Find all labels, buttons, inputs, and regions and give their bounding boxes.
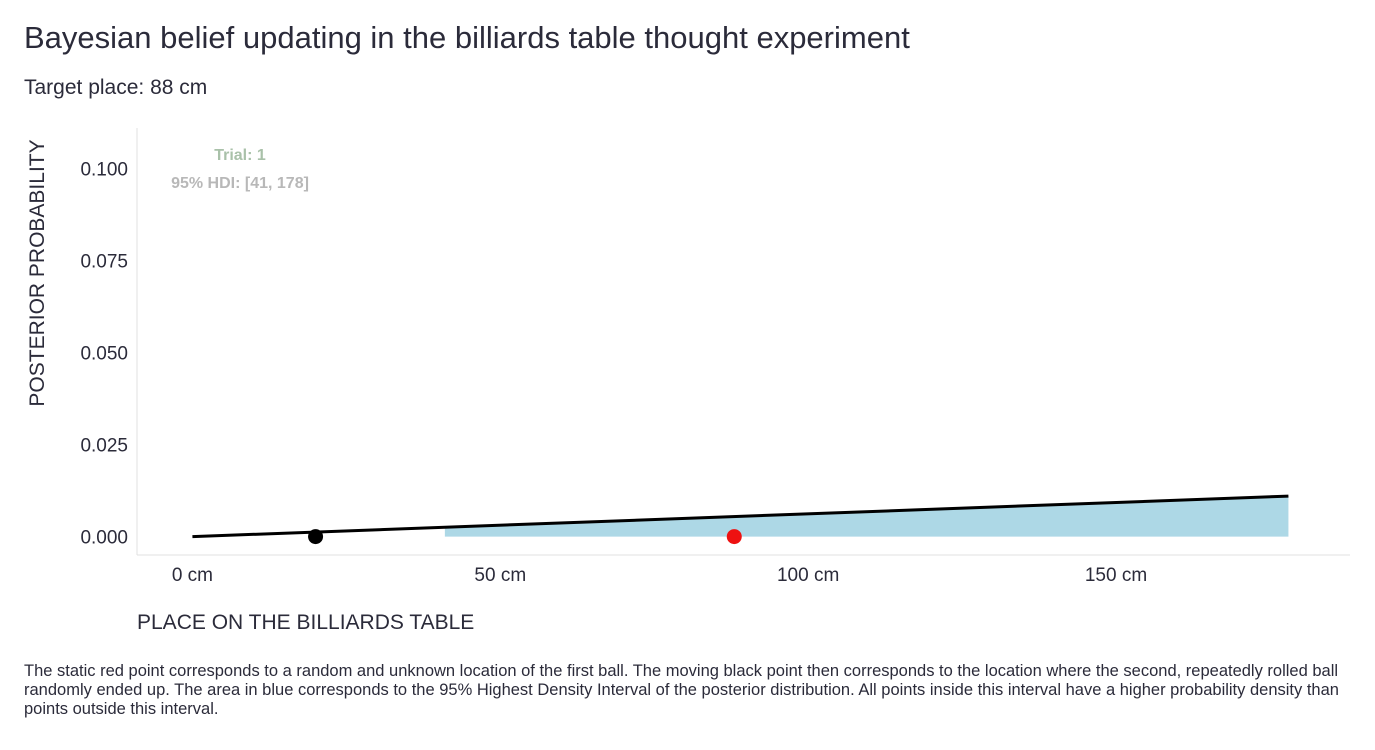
hdi-area <box>444 496 1289 537</box>
x-tick-label: 0 cm <box>172 565 213 586</box>
x-tick-label: 50 cm <box>474 565 526 586</box>
chart-caption: The static red point corresponds to a ra… <box>24 662 1339 718</box>
posterior-line <box>192 494 1289 539</box>
y-tick-label: 0.100 <box>80 159 128 180</box>
x-tick-label: 100 cm <box>777 565 839 586</box>
x-tick-label: 150 cm <box>1085 565 1147 586</box>
y-tick-label: 0.075 <box>80 252 128 273</box>
plot-layer: 0 cm 50 cm 100 cm 150 cm 0.000 0.025 0.050 0.07… <box>80 128 1350 586</box>
chart-title: Bayesian belief updating in the billiard… <box>24 20 910 55</box>
y-tick-label: 0.025 <box>80 436 128 457</box>
chart: 0 cm 50 cm 100 cm 150 cm 0.000 0.025 0.050 0.07… <box>26 128 1350 634</box>
annotation-hdi: 95% HDI: [41, 178] <box>171 175 309 192</box>
y-axis-label: POSTERIOR PROBABILITY <box>26 139 49 406</box>
y-tick-label: 0.000 <box>80 528 128 549</box>
chart-subtitle: Target place: 88 cm <box>24 76 208 99</box>
second-ball-point <box>308 529 324 545</box>
first-ball-point <box>726 529 742 545</box>
x-axis-label: PLACE ON THE BILLIARDS TABLE <box>137 611 474 634</box>
y-tick-label: 0.050 <box>80 344 128 365</box>
annotation-trial: Trial: 1 <box>214 147 266 164</box>
